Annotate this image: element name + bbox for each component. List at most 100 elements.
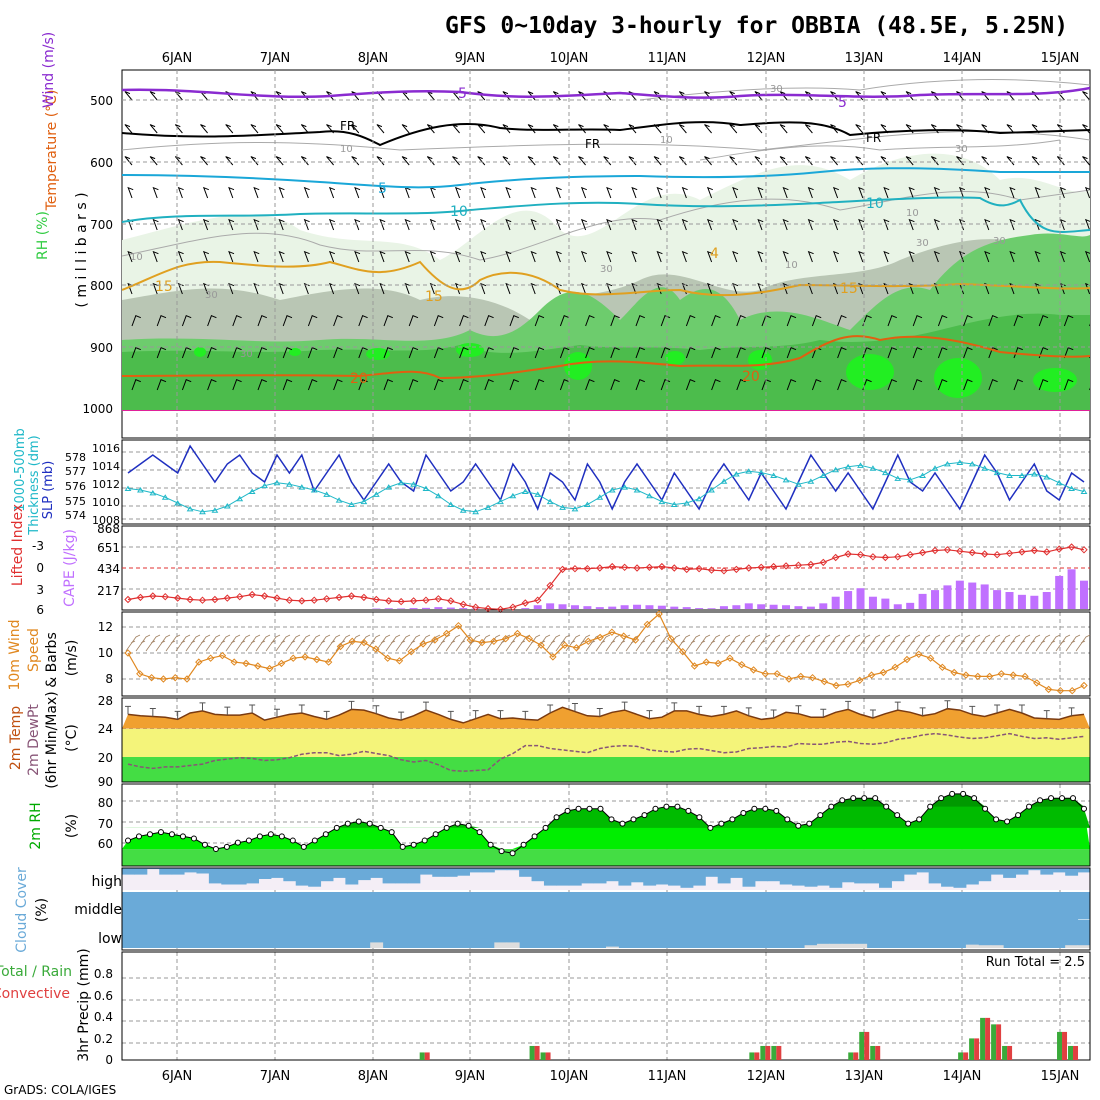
cape-bar: [806, 606, 815, 609]
barb: [1013, 347, 1023, 359]
barb: [988, 315, 998, 327]
barb: [937, 315, 948, 327]
rh-label: 10: [340, 144, 353, 155]
wind-speed-point: [797, 672, 805, 681]
cape-bar: [1017, 594, 1026, 609]
barb: [228, 282, 235, 295]
cloud-high-bar: [494, 868, 508, 871]
barb: [484, 347, 494, 359]
barb: [883, 186, 890, 199]
barb: [174, 124, 183, 134]
li-point: [298, 597, 306, 605]
barb: [505, 218, 512, 231]
cloud-mid-bar: [345, 892, 359, 920]
rh-point: [982, 805, 989, 812]
li-point: [831, 553, 840, 562]
rh-point: [707, 824, 714, 831]
cloud-mid-bar: [469, 892, 483, 920]
barb: [782, 186, 789, 199]
barb: [404, 282, 411, 295]
li-point: [248, 590, 256, 599]
thickness-point: [795, 481, 802, 487]
barb: [883, 218, 890, 231]
panel-10m-wind: [124, 610, 1091, 695]
barb: [307, 315, 318, 327]
p4-tick: 8: [105, 672, 113, 686]
cloud-mid-bar: [171, 892, 185, 920]
surface-barb: [495, 634, 511, 652]
rh-point: [256, 833, 263, 840]
li-point: [856, 550, 865, 559]
cloud-high-bar: [171, 868, 185, 875]
li-point: [198, 596, 207, 604]
rh-point: [355, 818, 362, 825]
cloud-mid-bar: [506, 892, 520, 920]
p8-tick: 0.2: [94, 1032, 113, 1046]
p3-cape-tick: 434: [97, 562, 120, 576]
barb: [534, 347, 545, 359]
cloud-high-bar: [370, 868, 384, 878]
thickness-point: [149, 489, 157, 496]
panel-7-frame: [121, 867, 1091, 951]
date-label-top: 9JAN: [455, 51, 486, 66]
cape-bar: [1030, 595, 1039, 609]
barb: [1009, 250, 1016, 263]
cloud-mid-bar: [767, 892, 781, 920]
temp-whisker: [323, 710, 330, 720]
rh-point: [377, 824, 384, 831]
li-point: [273, 594, 281, 602]
barb: [606, 250, 613, 263]
li-point: [645, 563, 654, 572]
barb: [736, 379, 746, 391]
rh-point: [817, 812, 824, 819]
barb: [530, 250, 537, 263]
thickness-point: [211, 507, 219, 513]
precip-total-bar: [1068, 1045, 1074, 1060]
slp-line: [127, 444, 1085, 512]
surface-barb: [315, 634, 331, 652]
p6-a-label: 2m RH: [28, 802, 44, 849]
barb: [200, 124, 208, 134]
cloud-high-bar: [246, 868, 260, 884]
barb: [782, 218, 789, 231]
date-label-top: 7JAN: [260, 51, 291, 66]
barb: [379, 218, 386, 231]
barb: [484, 315, 494, 327]
p2-slp-tick: 1014: [92, 460, 120, 473]
p8-tick: 0.8: [94, 967, 113, 981]
rh-band-low: [122, 849, 1090, 866]
cloud-mid-bar: [829, 892, 843, 920]
barb: [555, 218, 562, 231]
barb: [555, 250, 562, 263]
cloud-low-bar: [494, 942, 508, 948]
wind-speed-point: [738, 660, 746, 669]
p5-c-label: (6hr Min/Max): [44, 691, 60, 788]
thickness-point: [931, 465, 939, 471]
thickness-point: [869, 465, 877, 471]
surface-barb: [705, 634, 721, 652]
cloud-low-bar: [1065, 945, 1079, 948]
barb: [124, 124, 133, 134]
rh-point: [201, 841, 208, 848]
rh-label: 30: [993, 236, 1006, 247]
cloud-high-bar: [717, 868, 731, 884]
p2-thick-tick: 577: [65, 465, 86, 478]
p1-rh-label: RH (%): [35, 211, 51, 260]
barb: [981, 124, 990, 134]
rh-point: [839, 797, 846, 804]
surface-barb: [325, 634, 341, 652]
thickness-point: [819, 472, 827, 478]
thickness-point: [273, 479, 281, 486]
wind-speed-point: [761, 670, 770, 678]
rh-contours: [122, 79, 1090, 261]
wind-speed-point: [230, 658, 238, 666]
wind-speed-point: [655, 610, 663, 618]
thickness-point: [732, 471, 740, 477]
barb: [685, 347, 696, 359]
li-point: [782, 562, 790, 570]
p1-tick: 700: [90, 218, 113, 232]
temp-whisker: [1043, 710, 1050, 719]
cape-bar: [657, 605, 666, 609]
date-label-bottom: 12JAN: [747, 1069, 786, 1084]
